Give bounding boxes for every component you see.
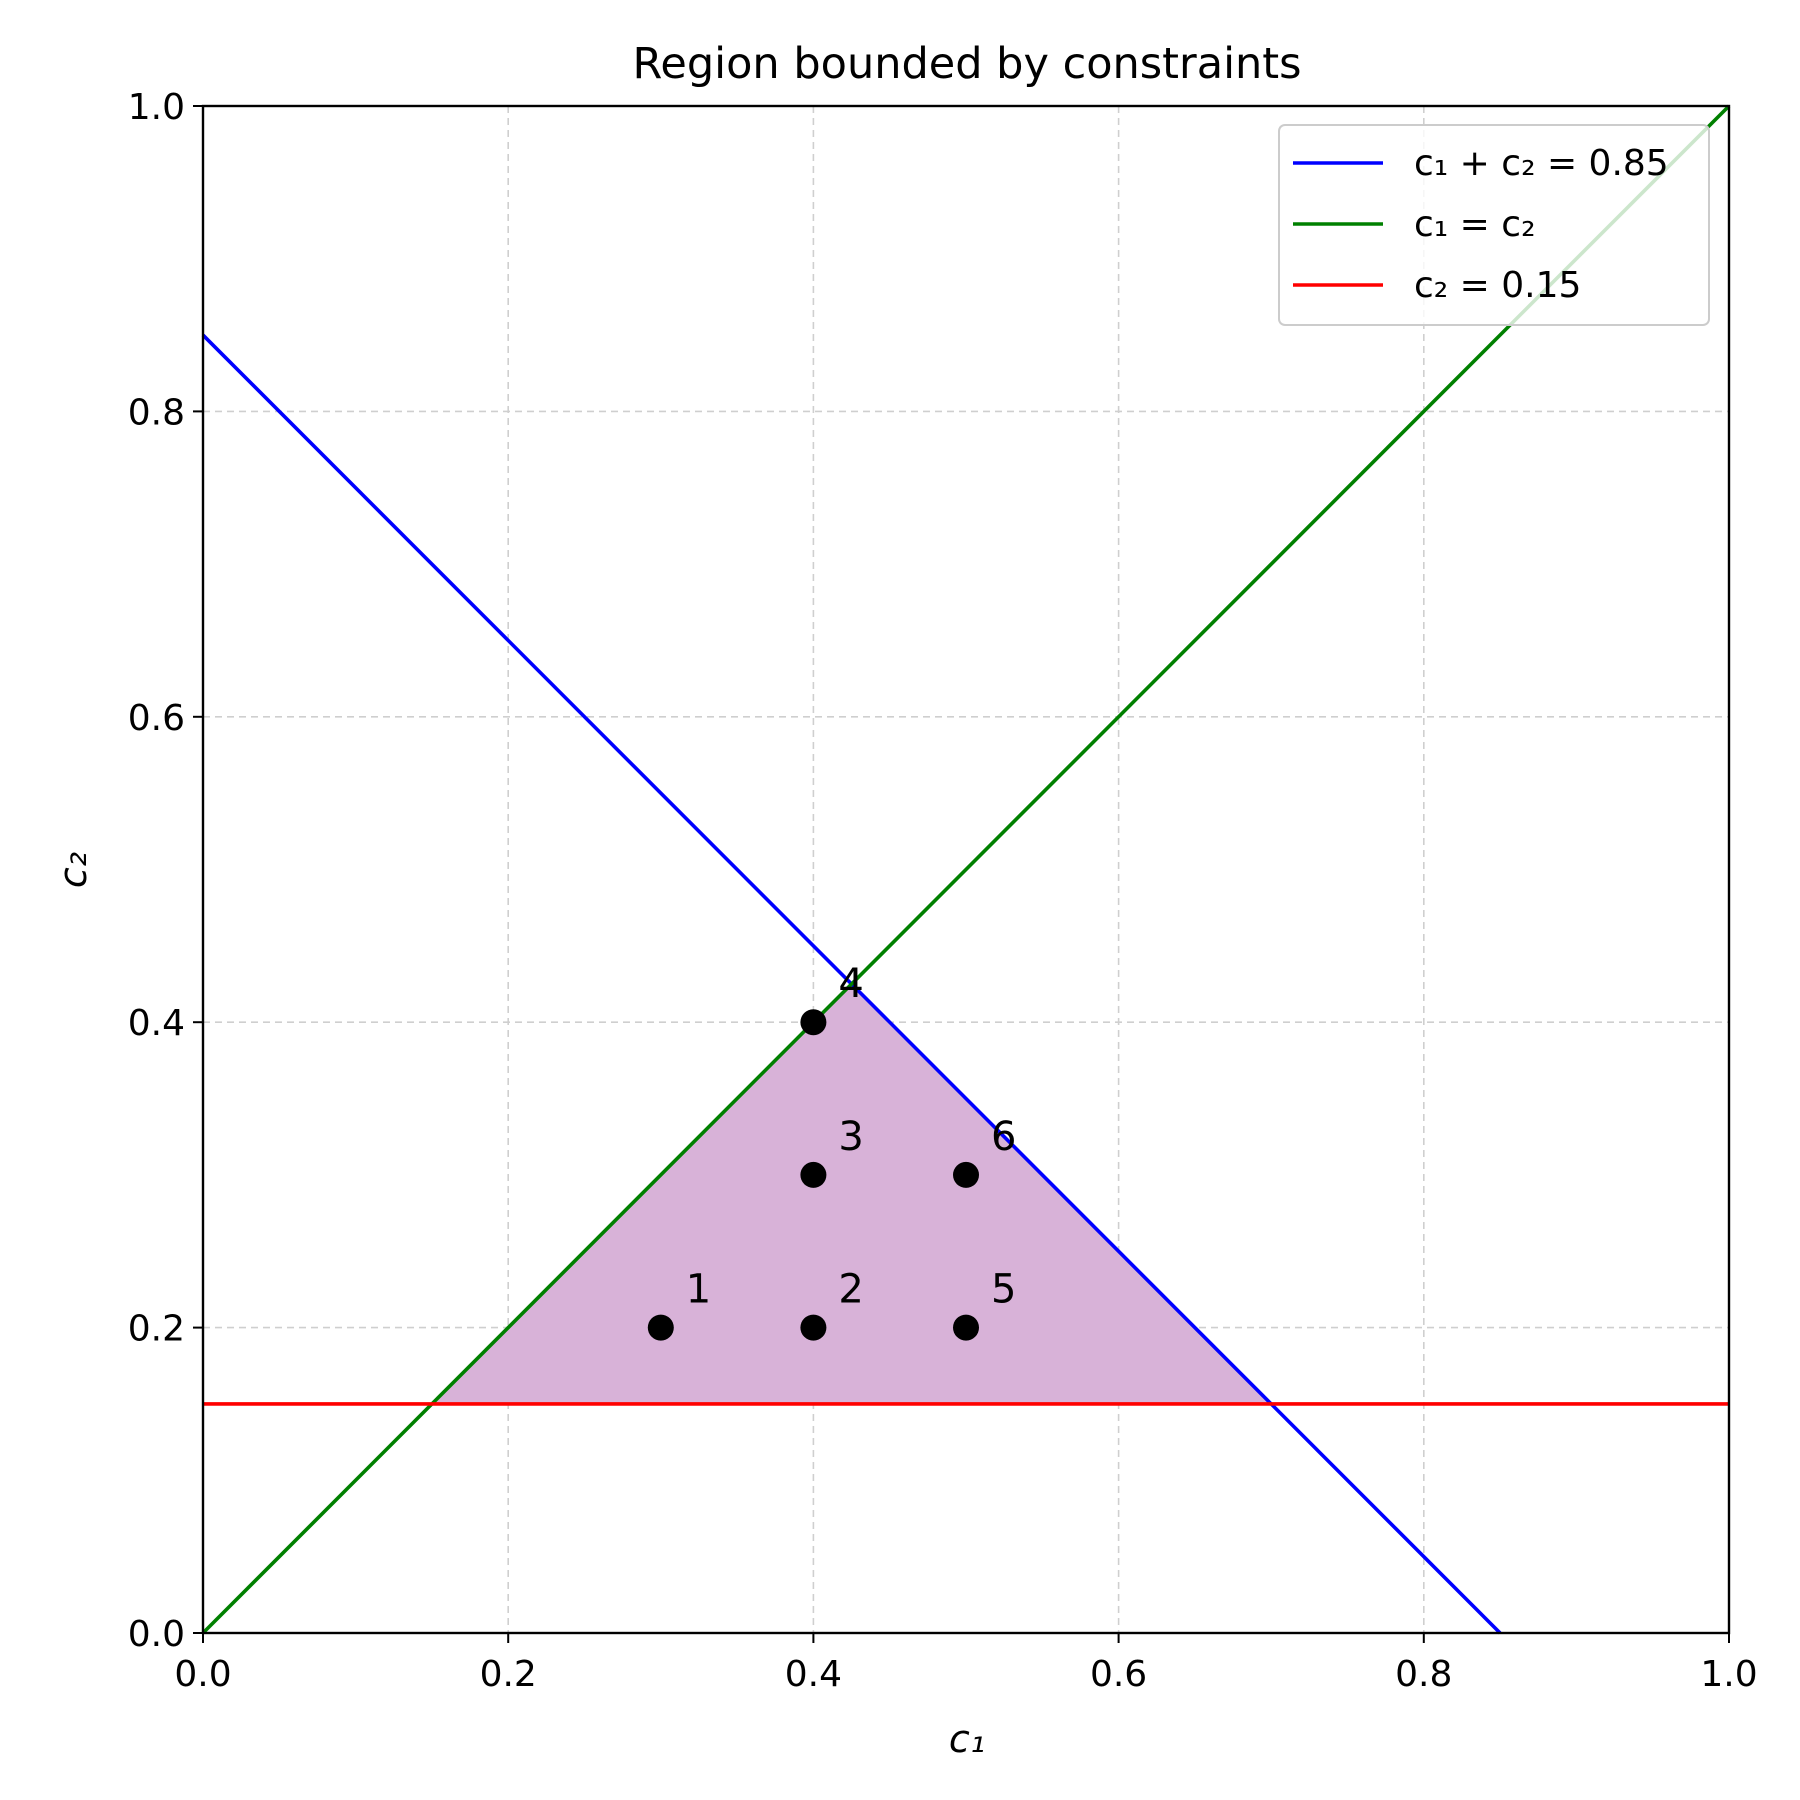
y-tick-label: 0.2 [128,1309,185,1350]
y-tick-label: 0.4 [128,1003,185,1044]
x-tick-label: 0.4 [785,1654,842,1695]
y-axis-label: c₂ [51,852,95,888]
chart-title: Region bounded by constraints [632,39,1301,89]
x-tick-label: 0.6 [1090,1654,1147,1695]
y-tick-label: 1.0 [128,87,185,128]
feasible-region [431,984,1272,1404]
y-tick-label: 0.0 [128,1614,185,1655]
y-tick-label: 0.8 [128,392,185,433]
point-marker [800,1314,827,1341]
x-tick-label: 1.0 [1700,1654,1757,1695]
feasible-region-layer [431,984,1272,1404]
legend-label: c₁ = c₂ [1414,204,1536,245]
x-tick-label: 0.0 [174,1654,231,1695]
point-label: 5 [991,1267,1016,1313]
x-tick-label: 0.8 [1395,1654,1452,1695]
point-label: 1 [686,1267,711,1313]
point-marker [953,1314,979,1341]
point-label: 6 [991,1114,1016,1160]
legend-label: c₂ = 0.15 [1414,265,1581,306]
legend-box [1278,124,1710,326]
constraint-line-2 [201,104,1731,1635]
legend: c₁ + c₂ = 0.85 c₁ = c₂ c₂ = 0.15 [1278,124,1710,326]
constraint-lines [201,104,1731,1635]
y-tick-label: 0.6 [128,698,185,739]
points-layer: 1 2 3 4 5 6 [647,961,1016,1341]
plot-frame [201,104,1731,1635]
x-axis-label: c₁ [949,1717,985,1761]
point-marker [800,1161,827,1188]
point-marker [647,1314,674,1341]
point-label: 3 [838,1114,863,1160]
point-marker [800,1009,827,1036]
point-marker [953,1161,979,1188]
legend-label: c₁ + c₂ = 0.85 [1414,143,1669,184]
point-label: 4 [838,961,863,1007]
point-label: 2 [838,1267,863,1313]
x-tick-label: 0.2 [480,1654,537,1695]
axis-ticks: 0.0 0.2 0.4 0.6 0.8 1.0 0.0 0.2 0.4 0.6 0.8 1.0 [128,87,1758,1695]
